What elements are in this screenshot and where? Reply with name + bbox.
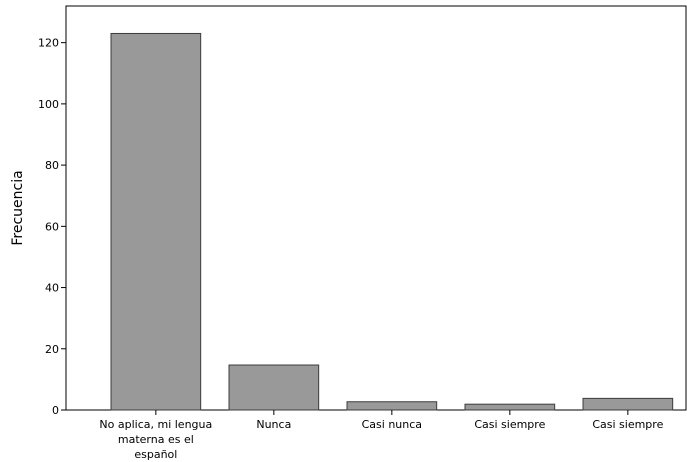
- bar: [582, 397, 674, 411]
- x-tick-label-line: Nunca: [256, 418, 291, 431]
- bar: [464, 403, 556, 411]
- y-tick-label: 100: [38, 98, 59, 111]
- y-tick-label: 60: [45, 220, 59, 233]
- x-tick-label: Casi siempre: [474, 418, 545, 431]
- x-tick-label-line: Casi siempre: [474, 418, 545, 431]
- x-tick-label: No aplica, mi lengua materna es el español: [99, 418, 212, 461]
- x-tick-label-line: materna es el: [118, 433, 194, 446]
- x-tick-label: Nunca: [256, 418, 291, 431]
- bar: [228, 364, 320, 411]
- y-tick-label: 40: [45, 282, 59, 295]
- bar: [110, 32, 202, 411]
- y-tick-label: 0: [52, 404, 59, 417]
- x-tick-label-line: Casi siempre: [592, 418, 663, 431]
- x-tick-label-line: Casi nunca: [362, 418, 422, 431]
- x-tick-label-line: español: [134, 448, 177, 461]
- x-tick-label: Casi siempre: [592, 418, 663, 431]
- y-tick-label: 80: [45, 159, 59, 172]
- x-tick-label-line: No aplica, mi lengua: [99, 418, 212, 431]
- y-tick-label: 120: [38, 37, 59, 50]
- bars-group: [110, 32, 674, 411]
- x-tick-label: Casi nunca: [362, 418, 422, 431]
- y-axis: 0 20 40 60 80 100 120: [38, 37, 66, 417]
- y-axis-title: Frecuencia: [10, 170, 26, 245]
- bar: [346, 401, 438, 411]
- x-axis: No aplica, mi lengua materna es el español…: [99, 410, 664, 461]
- y-tick-label: 20: [45, 343, 59, 356]
